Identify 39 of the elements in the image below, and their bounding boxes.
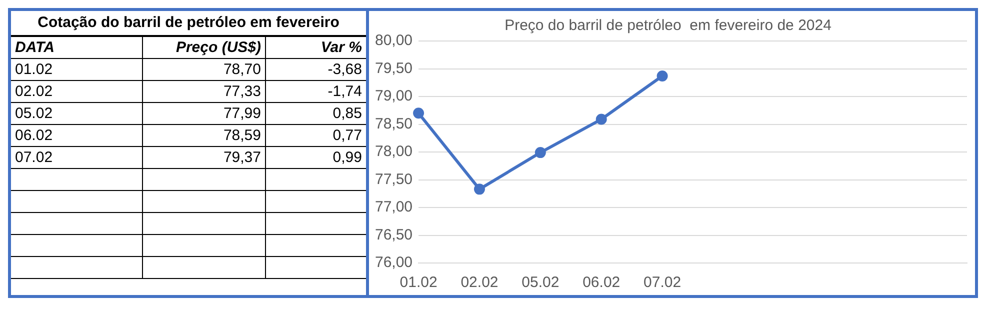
text: 07.02 <box>15 149 53 166</box>
text: 78,59 <box>223 127 261 144</box>
text: 05.02 <box>15 105 53 122</box>
x-tick-label: 05.02 <box>522 274 560 292</box>
point <box>656 70 668 82</box>
y-tick-label: 76,00 <box>374 254 413 272</box>
text: -1,74 <box>328 83 362 100</box>
y-tick-label: 78,00 <box>374 143 413 160</box>
y-tick-label: 77,00 <box>374 198 413 216</box>
y-tick-label: 77,50 <box>374 170 413 188</box>
x-tick-label: 07.02 <box>644 274 682 292</box>
x-tick-label: 06.02 <box>582 274 620 292</box>
y-tick-label: 79,00 <box>374 88 413 105</box>
text: -3,68 <box>328 61 362 78</box>
text: 77,33 <box>223 83 261 100</box>
text: 06.02 <box>15 127 53 144</box>
text: Cotação do barril de petróleo em fevereiro <box>11 11 366 37</box>
y-tick-label: 80,00 <box>374 32 413 50</box>
text: 77,99 <box>223 105 261 122</box>
text: 78,70 <box>223 61 261 78</box>
point <box>596 114 607 125</box>
text: 02.02 <box>15 83 53 100</box>
text: 0,85 <box>332 105 362 122</box>
text: 01.02 <box>15 61 53 78</box>
text: 0,77 <box>332 127 362 144</box>
text: Var % <box>320 39 362 56</box>
text: 0,99 <box>332 149 362 166</box>
y-tick-label: 78,50 <box>374 115 413 132</box>
point <box>474 184 485 195</box>
text: 79,37 <box>223 149 261 166</box>
x-tick-label: 02.02 <box>460 274 498 292</box>
y-tick-label: 76,50 <box>374 226 413 244</box>
text: DATA <box>15 39 54 56</box>
point <box>534 147 546 158</box>
y-tick-label: 79,50 <box>374 60 413 77</box>
chart-title: Preço do barril de petróleo em fevereiro de 2024 <box>504 17 832 34</box>
text: Preço (US$) <box>176 39 261 56</box>
point <box>413 108 424 119</box>
x-tick-label: 01.02 <box>400 274 438 292</box>
